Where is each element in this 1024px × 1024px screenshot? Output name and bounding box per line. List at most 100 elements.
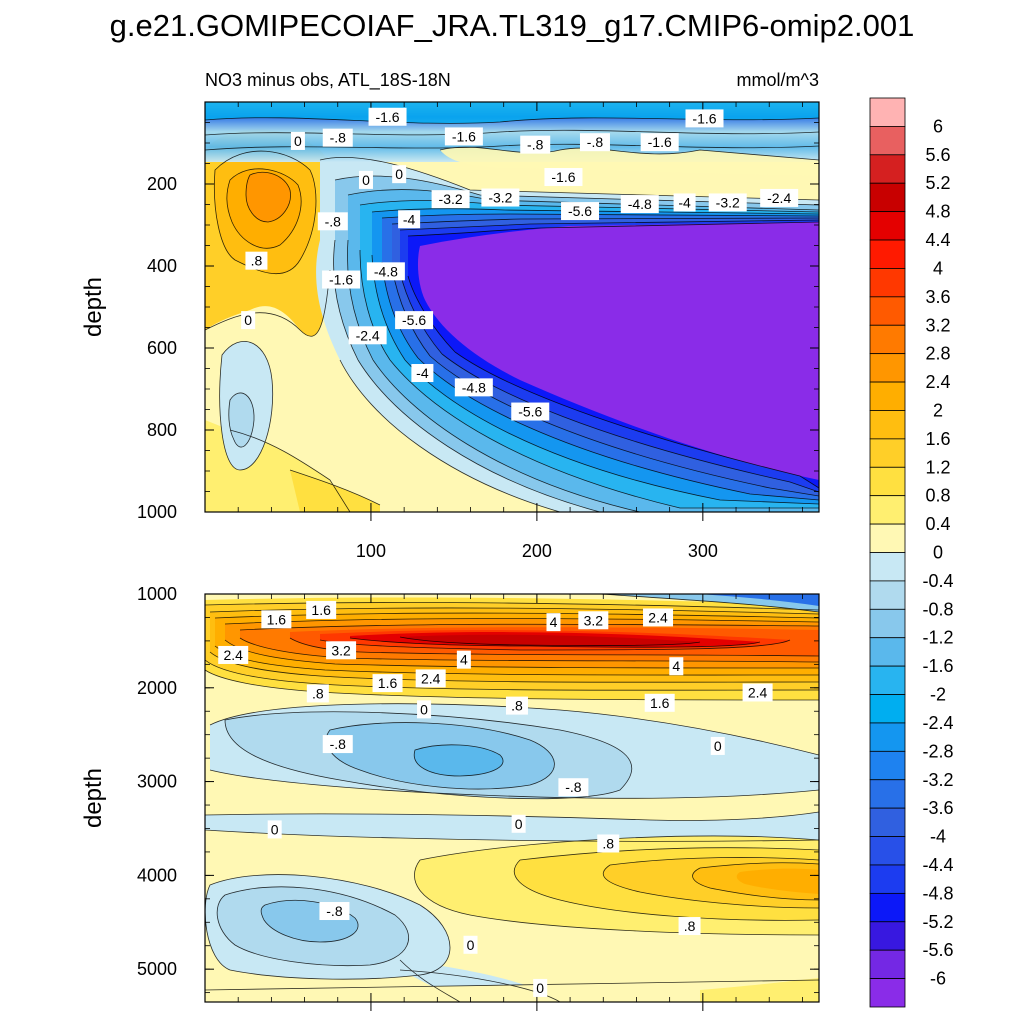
contour-label: .8 [505, 696, 528, 715]
colorbar-label: -1.6 [922, 656, 953, 676]
contour-label-text: 0 [244, 312, 252, 328]
colorbar-swatch [869, 694, 906, 724]
contour-label: -4 [411, 364, 434, 383]
contour-label: -4 [398, 210, 421, 229]
contour-label-text: -4 [403, 211, 416, 227]
contour-label-bg [463, 935, 478, 954]
contour-label-text: -1.6 [452, 128, 476, 144]
contour-label-bg [241, 311, 256, 330]
contour-label-bg [372, 674, 403, 693]
contour-label-text: .8 [684, 918, 696, 934]
contour-label-text: 1.6 [267, 611, 287, 627]
contour-label-bg [319, 902, 350, 921]
contour-label: -3.2 [481, 188, 520, 207]
contour-label-bg [366, 262, 405, 281]
colorbar-swatch [869, 949, 906, 979]
contour-label: 0 [290, 131, 305, 150]
colorbar-swatch [869, 921, 906, 951]
contour-label: -1.6 [368, 107, 407, 126]
contour-label-bg [417, 700, 432, 719]
colorbar-swatch [869, 552, 906, 582]
contour-label: -.8 [558, 778, 589, 797]
upper-y-axis-title: depth [80, 277, 107, 337]
contour-label-bg [290, 131, 305, 150]
x-tick-label: 100 [356, 541, 386, 561]
colorbar-label: 5.6 [925, 145, 950, 165]
contour-label-text: -5.6 [518, 404, 542, 420]
contour-label-text: -.8 [527, 137, 544, 153]
contour-label-bg [218, 645, 249, 664]
contour-label: 2.4 [742, 683, 773, 702]
colorbar-label: -5.2 [922, 912, 953, 932]
y-tick-label: 600 [147, 338, 177, 358]
contour-label: -.8 [579, 133, 610, 152]
colorbar-swatch [869, 154, 906, 184]
x-tick-label: 200 [522, 541, 552, 561]
colorbar-swatch [869, 268, 906, 298]
contour-label-text: .8 [312, 685, 324, 701]
contour-label: -4.8 [620, 195, 659, 214]
contour-label-bg [322, 128, 353, 147]
contour-label-text: -1.6 [692, 110, 716, 126]
colorbar-swatch [869, 523, 906, 553]
chart-title: g.e21.GOMIPECOIAF_JRA.TL319_g17.CMIP6-om… [110, 8, 915, 43]
upper-panel: 200 400 600 800 1000 100 200 300 -1.6 0 -.8 -1.6 -.… [80, 101, 820, 561]
contour-label-bg [511, 814, 526, 833]
colorbar-label: -3.6 [922, 798, 953, 818]
contour-label-text: .8 [602, 835, 614, 851]
contour-label-bg [454, 378, 493, 397]
contour-label-bg [561, 202, 600, 221]
contour-label-text: 0 [536, 980, 544, 996]
contour-label-bg [348, 326, 387, 345]
colorbar-swatch [869, 750, 906, 781]
y-tick-label: 400 [147, 256, 177, 276]
colorbar-label: 2 [933, 400, 943, 420]
contour-label: 3.2 [326, 641, 357, 660]
contour-label-bg [520, 135, 551, 154]
colorbar-swatch [869, 324, 906, 355]
contour-label-bg [597, 834, 620, 853]
contour-label-text: -4 [416, 365, 429, 381]
contour-label-bg [322, 270, 361, 289]
contour-label: -5.6 [561, 202, 600, 221]
contour-label-text: 4 [460, 652, 468, 668]
colorbar-label: -5.6 [922, 940, 953, 960]
contour-label-bg [326, 641, 357, 660]
contour-label: 2.4 [415, 669, 446, 688]
colorbar-label: 3.2 [925, 315, 950, 335]
y-tick-label: 2000 [137, 678, 177, 698]
contour-label-bg [644, 693, 675, 712]
contour-label-bg [395, 311, 434, 330]
contour-label: 1.6 [644, 693, 675, 712]
colorbar-label: -0.4 [922, 571, 953, 591]
contour-label-bg [456, 650, 471, 669]
contour-label: -1.6 [544, 168, 583, 187]
y-tick-label: 200 [147, 174, 177, 194]
colorbar-swatch [869, 495, 906, 525]
contour-label: -.8 [317, 212, 348, 231]
contour-label-bg [544, 168, 583, 187]
contour-label: -5.6 [395, 311, 434, 330]
contour-label-text: 0 [420, 701, 428, 717]
colorbar-label: 4.4 [925, 230, 950, 250]
colorbar-label: 5.2 [925, 173, 950, 193]
contour-label: -3.2 [708, 193, 747, 212]
colorbar-label: 3.6 [925, 287, 950, 307]
colorbar-label: 1.2 [925, 457, 950, 477]
contour-label-bg [261, 610, 292, 629]
contour-label-text: -.8 [330, 130, 347, 146]
contour-label: 0 [392, 165, 407, 184]
contour-label-text: -1.6 [551, 169, 575, 185]
colorbar-label: 0.4 [925, 514, 950, 534]
contour-label-bg [245, 251, 268, 270]
contour-label-text: -5.6 [402, 312, 426, 328]
contour-label-text: -1.6 [648, 134, 672, 150]
contour-label-bg [685, 109, 724, 128]
contour-label-text: -1.6 [375, 109, 399, 125]
contour-label: -2.4 [348, 326, 387, 345]
contour-label: -2.4 [760, 188, 799, 207]
contour-label-bg [673, 193, 696, 212]
colorbar-label: 4.8 [925, 202, 950, 222]
